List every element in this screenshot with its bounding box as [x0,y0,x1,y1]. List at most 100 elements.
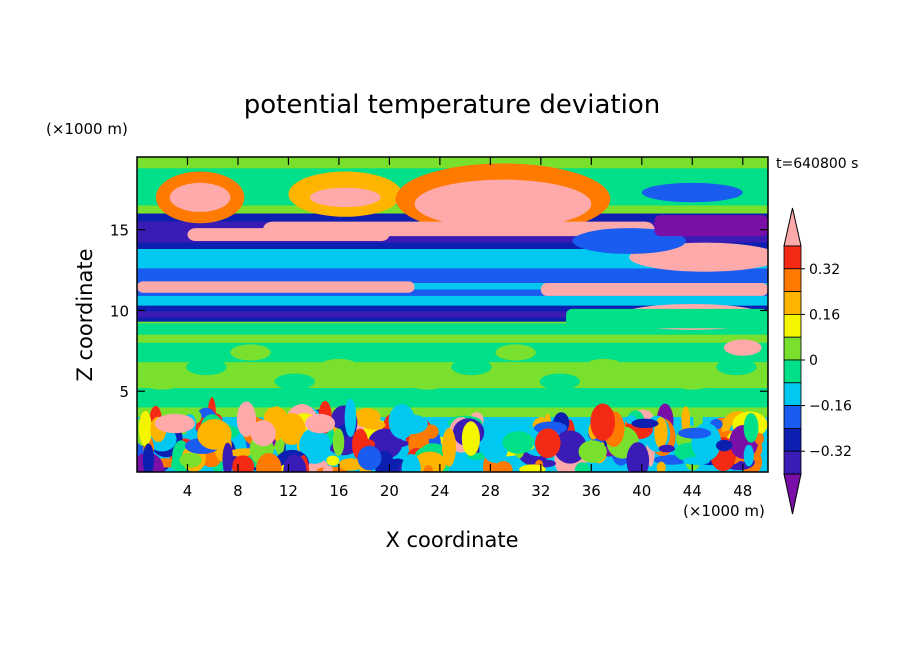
contour-band [137,268,768,283]
contour-patch [299,427,331,464]
contour-patch [422,424,439,439]
contour-band [137,388,768,408]
colorbar-extend-top [783,207,802,247]
contour-patch [743,413,759,443]
contour-band [137,289,768,296]
colorbar-swatch [783,268,802,292]
chart-title: potential temperature deviation [244,90,660,120]
x-axis-label: X coordinate [385,528,518,552]
contour-band [137,342,768,363]
contour-patch [274,373,315,390]
colorbar-label: −0.16 [809,399,852,415]
contour-patch [658,444,675,453]
contour-patch [682,456,710,465]
contour-patch [631,418,659,429]
contour-patch [236,401,257,437]
contour-patch [743,444,754,467]
contour-patch [553,430,587,464]
contour-patch [256,453,282,472]
x-tick-label: 16 [329,482,348,500]
time-label: t=640800 s [776,156,858,172]
colorbar-label: −0.32 [809,444,852,460]
contour-patch [519,464,546,472]
colorbar-label: 0.16 [809,307,840,323]
colorbar: 0.32 0.16 0 −0.16 −0.32 [783,207,852,515]
contour-patch [357,445,382,471]
contour-patch [230,344,271,361]
x-tick-label: 48 [733,482,752,500]
contour-patch [442,427,456,467]
contour-patch [338,458,364,471]
contour-patch [322,465,334,472]
plot-frame [136,156,769,473]
contour-patch [626,442,650,472]
contour-patch [283,454,307,472]
contour-patch [332,428,345,457]
x-tick-label: 28 [481,482,500,500]
contour-patch [179,452,202,468]
contour-patch [654,215,768,237]
colorbar-label: 0.32 [809,262,840,278]
contour-patch [578,440,607,463]
x-axis-ticks: 4 8 12 16 20 24 28 32 36 40 44 48 [183,157,752,500]
x-tick-label: 24 [430,482,449,500]
contour-patch [677,427,712,439]
x-tick-label: 4 [183,482,193,500]
contour-band [137,311,768,318]
contour-patch [309,187,381,208]
contour-patch [250,420,276,447]
y-unit-label: (×1000 m) [46,120,128,138]
contour-patch [539,373,580,390]
contour-patch [197,419,232,450]
contour-patch [401,454,421,472]
contour-patch [326,455,340,466]
colorbar-swatch [783,450,802,475]
colorbar-swatch [783,313,802,338]
contour-patch [304,413,336,434]
contour-patch [187,228,390,241]
x-tick-label: 44 [683,482,702,500]
y-tick-label: 10 [110,302,129,320]
colorbar-swatch [783,245,802,270]
contour-patch [672,373,713,390]
contour-patch [583,358,625,376]
x-tick-label: 8 [233,482,243,500]
contour-patch [137,281,415,293]
y-tick-label: 5 [119,383,129,401]
colorbar-swatch [783,382,802,406]
contour-patch [461,421,480,456]
contour-patch [154,413,196,434]
contour-patch [641,182,743,203]
contour-patch [482,432,509,463]
contour-patch [231,455,255,472]
contour-patch [575,462,591,472]
contour-patch [716,439,733,452]
contour-patch [414,179,592,229]
contour-patch [142,373,183,390]
contour-patch [716,358,757,376]
contour-patch [362,344,404,361]
colorbar-swatch [783,336,802,361]
contour-patch [362,420,386,430]
y-axis-label: Z coordinate [73,248,97,381]
contour-patch [535,428,561,458]
contour-patch [514,420,527,431]
contour-patch [566,308,768,329]
contour-patch [142,443,155,472]
colorbar-swatch [783,359,802,384]
contour-patch [495,344,536,361]
contour-patch [186,358,227,376]
contour-band [137,323,768,335]
contour-patch [318,358,360,376]
contour-patch [222,442,233,472]
x-tick-label: 40 [632,482,651,500]
y-axis-ticks: 5 10 15 [110,222,768,401]
x-tick-label: 12 [279,482,298,500]
contour-patch [590,403,616,441]
contour-patch [423,465,433,472]
contour-patch [540,283,768,296]
x-tick-label: 36 [582,482,601,500]
contour-patch [723,339,762,356]
contour-patch [407,373,448,390]
